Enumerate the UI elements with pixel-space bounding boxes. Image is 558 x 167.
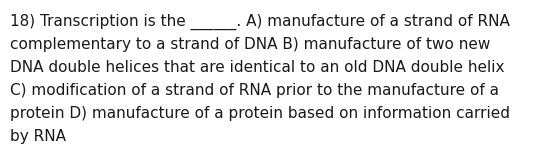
Text: C) modification of a strand of RNA prior to the manufacture of a: C) modification of a strand of RNA prior… [10,83,499,98]
Text: DNA double helices that are identical to an old DNA double helix: DNA double helices that are identical to… [10,60,504,75]
Text: complementary to a strand of DNA B) manufacture of two new: complementary to a strand of DNA B) manu… [10,37,490,52]
Text: protein D) manufacture of a protein based on information carried: protein D) manufacture of a protein base… [10,106,510,121]
Text: 18) Transcription is the ______. A) manufacture of a strand of RNA: 18) Transcription is the ______. A) manu… [10,14,510,30]
Text: by RNA: by RNA [10,129,66,144]
